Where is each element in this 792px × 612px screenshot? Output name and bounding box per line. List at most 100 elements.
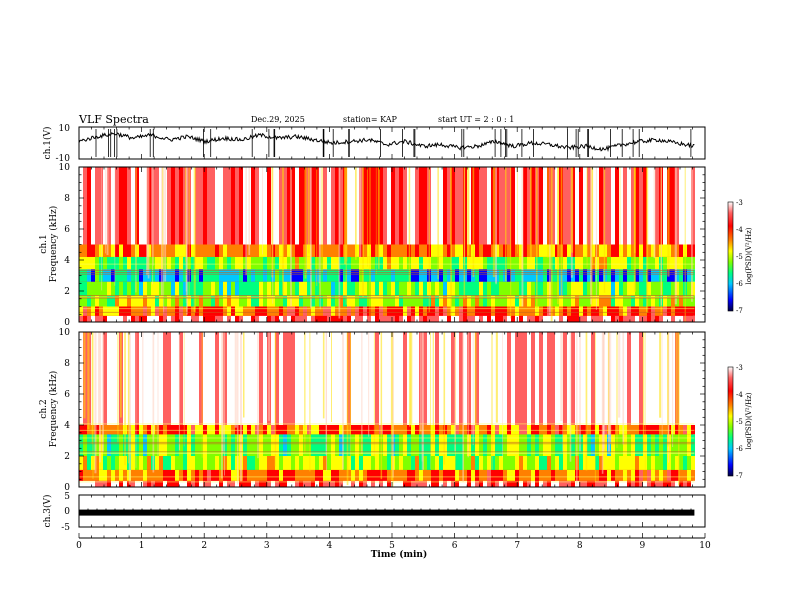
ch1-spectrogram-cell: [639, 306, 643, 316]
ch1-spectrogram-line: [79, 297, 695, 299]
ch2-spectrogram-cell: [367, 456, 371, 470]
ch1-spectrogram-streak: [529, 167, 532, 258]
ch2-spectrogram-cell: [459, 480, 463, 487]
ch2-spectrogram-cell: [523, 456, 527, 470]
ch1-spectrogram-cell: [119, 315, 123, 322]
ch2-spectrogram-cell: [191, 434, 195, 456]
ch2-spectrogram-cell: [299, 434, 303, 456]
ch2-spectrogram-streak: [124, 332, 126, 466]
ch2-spectrogram-streak: [616, 332, 618, 448]
ch1-spectrogram-cell: [219, 295, 223, 307]
ch2-spectrogram-cell: [439, 480, 443, 487]
ch2-spectrogram-cell: [287, 469, 291, 481]
ch2-spectrogram-cell: [439, 456, 443, 470]
ch2-spectrogram-cell: [547, 434, 551, 456]
ch1-spectrogram-cell: [471, 306, 475, 316]
xtick-7: 7: [514, 541, 520, 551]
ch2-spectrogram-cell: [659, 456, 663, 470]
ch1-spectrogram-cell: [531, 167, 535, 245]
ch1-spectrogram-cell: [423, 256, 427, 270]
ch2-spectrogram-cell: [95, 480, 99, 487]
ch1-spectrogram-cell: [103, 269, 107, 282]
ch1-ytick-bottom: -10: [56, 154, 71, 164]
ch1-spectrogram-cell: [435, 281, 439, 296]
ch1-spectrogram-cell: [359, 269, 363, 282]
ch1-spectrogram-cell: [271, 306, 275, 316]
ch1-spectrogram-cell: [691, 306, 695, 316]
ch1-spectrogram-cell: [535, 306, 539, 316]
ch2-spectrogram-cell: [259, 332, 263, 425]
ch2-spectrogram-streak: [502, 332, 503, 458]
ch2-spectrogram-cell: [79, 434, 83, 456]
ch1-spectrogram-cell: [303, 306, 307, 316]
ch2-spectrogram-cell: [547, 456, 551, 470]
ch2-spectrogram-cell: [247, 332, 251, 425]
ch2-spectrogram-cell: [143, 434, 147, 456]
ch1-spectrogram-cell: [655, 315, 659, 322]
ch1-spectrogram-cell: [487, 256, 491, 270]
ch2-spectrogram-cell: [647, 480, 651, 487]
ch2-spectrogram-streak: [467, 332, 469, 458]
ch2-spectrogram-cell: [463, 434, 467, 456]
ch1-spectrogram-cell: [287, 167, 291, 245]
ch2-spectrogram-cell: [423, 480, 427, 487]
ch2-spectrogram-cell: [87, 425, 91, 435]
ch1-spectrogram-cell: [515, 295, 519, 307]
ch2-spectrogram-cell: [691, 480, 695, 487]
ch1-spectrogram-cell: [171, 269, 175, 282]
ch2-spectrogram-cell: [99, 456, 103, 470]
ch2-spectrogram-cell: [399, 332, 403, 425]
ch1-spectrogram-cell: [275, 244, 279, 257]
ch2-spectrogram-streak: [576, 332, 578, 486]
ch1-spectrogram-cell: [579, 315, 583, 322]
ch2-spectrogram-cell: [159, 469, 163, 481]
ch2-spectrogram-cell: [503, 469, 507, 481]
ch1-spectrogram-cell: [451, 167, 455, 245]
ch2-spectrogram-cell: [599, 332, 603, 425]
ch1-spectrogram-cell: [255, 167, 259, 245]
ch1-spectrogram-cell: [455, 256, 459, 270]
ch1-spectrogram-cell: [311, 256, 315, 270]
ch1-spectrogram-cell: [355, 315, 359, 322]
ch1-spectrogram-cell: [211, 167, 215, 245]
ch2-spectrogram-cell: [115, 456, 119, 470]
ch1-spectrogram-cell: [215, 244, 219, 257]
ch1-spectrogram-cell: [627, 281, 631, 296]
ch1-spectrogram-cell: [519, 269, 523, 282]
ch1-spectrogram-streak: [646, 167, 649, 313]
ch1-spectrogram-cell: [307, 315, 311, 322]
ch1-spectrogram-cell: [287, 306, 291, 316]
ch1-spectrogram-cell: [107, 281, 111, 296]
ch1-spectrogram-cell: [179, 306, 183, 316]
ch2-spectrogram-cell: [111, 425, 115, 435]
ch1-spectrogram-cell: [539, 244, 543, 257]
ch1-spectrogram-cell: [99, 256, 103, 270]
ch1-spectrogram-cell: [543, 281, 547, 296]
ch2-spectrogram-cell: [475, 480, 479, 487]
ch1-spectrogram-cell: [87, 306, 91, 316]
ch2-spectrogram-cell: [579, 434, 583, 456]
ch1-spectrogram-cell: [247, 256, 251, 270]
ch1-spectrogram-cell: [223, 256, 227, 270]
ch2-spectrogram-cell: [443, 469, 447, 481]
ch2-spectrogram-cell: [639, 469, 643, 481]
ch1-spectrogram-cell: [443, 306, 447, 316]
ch2-spectrogram-cell: [539, 456, 543, 470]
ch1-spectrogram-streak: [603, 167, 606, 293]
ch1-spectrogram-cell: [511, 281, 515, 296]
ch2-spectrogram-cell: [203, 425, 207, 435]
ch2-spectrogram-cell: [95, 332, 99, 425]
ch2-spectrogram-cell: [559, 425, 563, 435]
ch2-spectrogram-cell: [675, 469, 679, 481]
ch1-spectrogram-cell: [315, 281, 319, 296]
ch1-spectrogram-cell: [495, 281, 499, 296]
ch1-spectrogram-cell: [451, 281, 455, 296]
ch2-spectrogram-cell: [527, 425, 531, 435]
ch1-spectrogram-cell: [475, 167, 479, 245]
ch1-spectrogram-cell: [435, 269, 439, 282]
ch2-spectrogram-cell: [343, 456, 347, 470]
ch1-spectrogram-cell: [475, 306, 479, 316]
ch1-spectrogram-cell: [611, 315, 615, 322]
ch2-spectrogram-cell: [267, 456, 271, 470]
ch1-spectrogram-cell: [259, 256, 263, 270]
